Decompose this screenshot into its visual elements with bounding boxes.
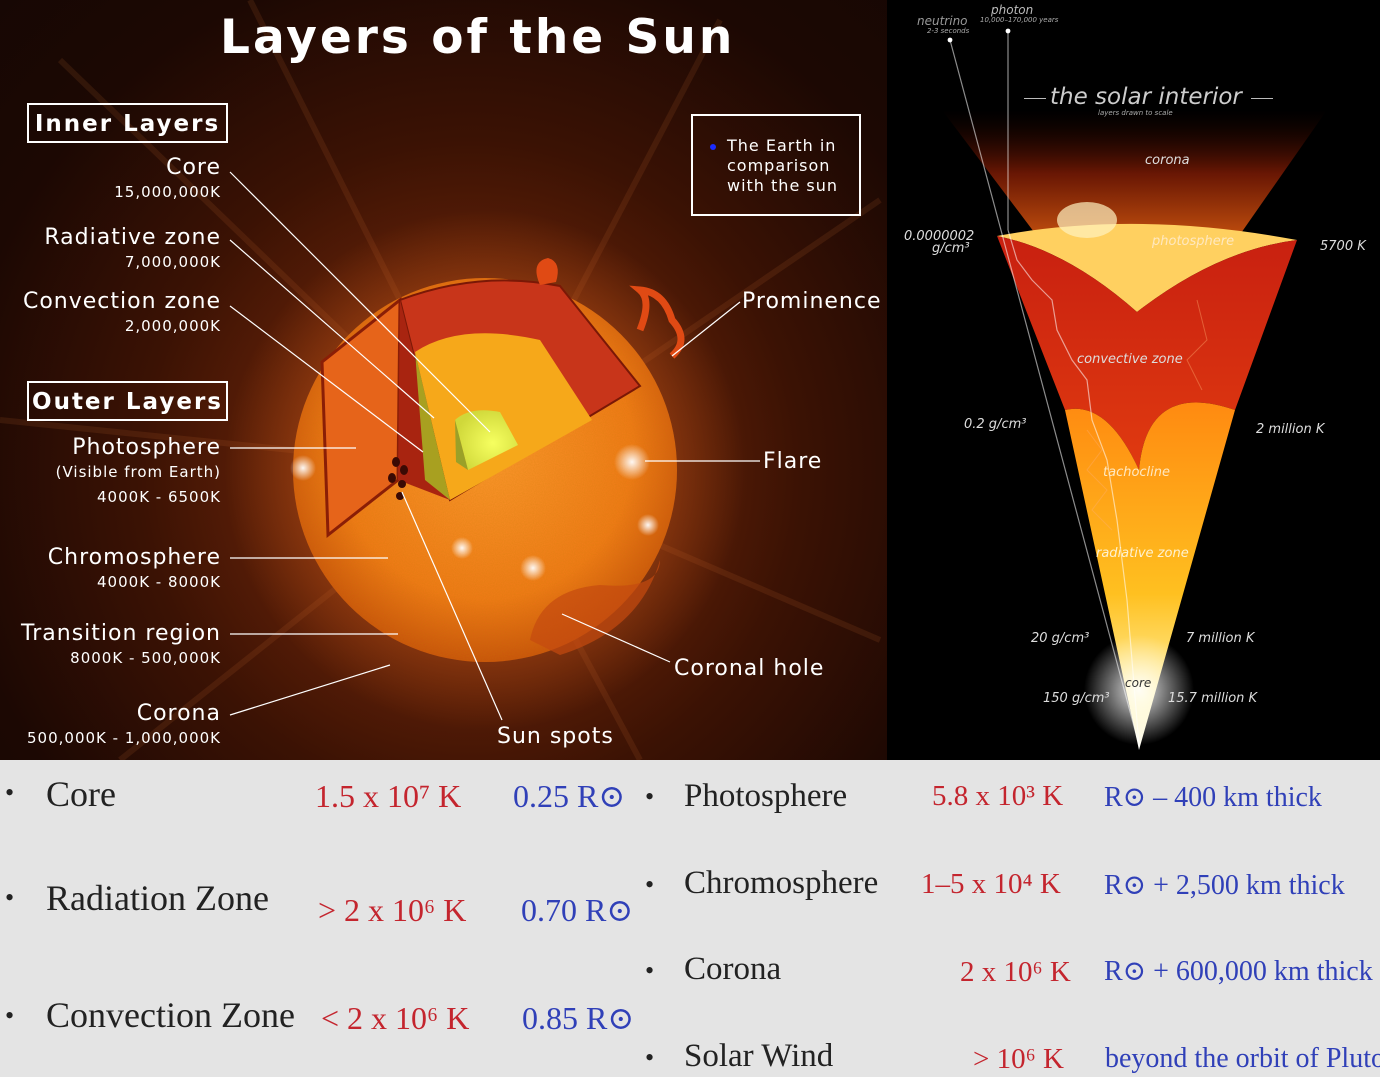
row-corona-name: Corona <box>684 951 782 987</box>
outer-layers-header: Outer Layers <box>27 381 228 421</box>
photosphere-label: Photosphere <box>72 435 221 460</box>
temp-surface: 5700 K <box>1320 239 1366 254</box>
row-chromosphere-name: Chromosphere <box>684 865 879 901</box>
row-solar-wind-temp: > 10⁶ K <box>973 1043 1064 1075</box>
inner-layers-header: Inner Layers <box>27 103 228 143</box>
row-convection-name: Convection Zone <box>46 995 295 1035</box>
zone-tachocline: tachocline <box>1103 465 1171 480</box>
layers-diagram: Layers of the Sun Inner Layers Outer Lay… <box>0 0 887 760</box>
bullet: • <box>645 870 655 899</box>
bullet: • <box>5 778 15 807</box>
solar-interior-wedge <box>942 28 1327 750</box>
row-chromosphere-temp: 1–5 x 10⁴ K <box>921 868 1061 900</box>
row-solar-wind-extent: beyond the orbit of Pluto <box>1105 1043 1380 1074</box>
bullet: • <box>645 956 655 985</box>
prominence-label: Prominence <box>742 289 882 314</box>
earth-comparison-box: The Earth in comparison with the sun <box>691 114 861 216</box>
corona-label: Corona <box>136 701 221 726</box>
sun-spots-label: Sun spots <box>497 724 614 749</box>
core-temp: 15,000,000K <box>114 183 221 201</box>
radiative-zone-temp: 7,000,000K <box>124 253 221 271</box>
transition-region-temp: 8000K - 500,000K <box>70 649 221 667</box>
row-radiation-name: Radiation Zone <box>46 878 269 918</box>
bullet: • <box>645 1043 655 1072</box>
interior-title-rule-left <box>1024 98 1046 99</box>
convection-zone-temp: 2,000,000K <box>124 317 221 335</box>
neutrino-label: neutrino <box>917 14 968 28</box>
interior-title-rule-right <box>1251 98 1273 99</box>
zone-photosphere: photosphere <box>1152 234 1235 249</box>
prominence-loop <box>629 285 685 359</box>
chromosphere-temp: 4000K - 8000K <box>97 573 221 591</box>
bullet: • <box>5 1001 15 1030</box>
row-core-temp: 1.5 x 10⁷ K <box>315 778 462 814</box>
zone-corona: corona <box>1145 153 1190 168</box>
bullet: • <box>5 883 15 912</box>
zone-core: core <box>1125 676 1152 690</box>
photosphere-note: (Visible from Earth) <box>55 463 221 481</box>
earth-note: The Earth in comparison with the sun <box>727 136 838 195</box>
density-mid: 0.2 g/cm³ <box>964 417 1027 432</box>
row-radiation-radius: 0.70 R⊙ <box>521 892 634 928</box>
row-chromosphere-extent: R⊙ + 2,500 km thick <box>1104 870 1345 901</box>
row-core-radius: 0.25 R⊙ <box>513 778 626 814</box>
bullet: • <box>645 782 655 811</box>
density-core: 150 g/cm³ <box>1043 691 1110 706</box>
sunspots <box>388 457 408 500</box>
row-convection-temp: < 2 x 10⁶ K <box>321 1000 470 1036</box>
density-surface-b: g/cm³ <box>932 241 970 256</box>
coronal-hole-label: Coronal hole <box>674 656 825 681</box>
row-corona-extent: R⊙ + 600,000 km thick <box>1104 956 1373 987</box>
temp-deep: 7 million K <box>1186 631 1255 646</box>
layer-properties-table: • Core 1.5 x 10⁷ K 0.25 R⊙ • Radiation Z… <box>0 760 1380 1077</box>
density-deep: 20 g/cm³ <box>1031 631 1090 646</box>
row-convection-radius: 0.85 R⊙ <box>522 1000 635 1036</box>
corona-temp: 500,000K - 1,000,000K <box>27 729 221 747</box>
row-core-name: Core <box>46 774 116 814</box>
temp-core: 15.7 million K <box>1168 691 1258 706</box>
convection-zone-label: Convection zone <box>22 289 221 314</box>
row-photosphere-name: Photosphere <box>684 778 848 814</box>
photon-label: photon <box>991 3 1034 17</box>
density-surface-a: 0.0000002 <box>904 229 975 244</box>
neutrino-time: 2-3 seconds <box>927 27 970 35</box>
zone-convective: convective zone <box>1077 352 1183 367</box>
sun-illustration <box>0 0 882 760</box>
zone-radiative: radiative zone <box>1096 546 1189 561</box>
flare-label: Flare <box>763 449 823 474</box>
interior-subtitle: layers drawn to scale <box>1098 109 1173 117</box>
row-corona-temp: 2 x 10⁶ K <box>960 956 1071 988</box>
solar-interior-diagram: neutrino 2-3 seconds photon 10,000–170,0… <box>887 0 1380 760</box>
row-solar-wind-name: Solar Wind <box>684 1038 834 1074</box>
radiative-zone-label: Radiative zone <box>44 225 221 250</box>
row-photosphere-extent: R⊙ – 400 km thick <box>1104 782 1322 813</box>
transition-region-label: Transition region <box>21 621 221 646</box>
photon-time: 10,000–170,000 years <box>980 16 1059 24</box>
row-photosphere-temp: 5.8 x 10³ K <box>932 780 1064 812</box>
core-label: Core <box>166 155 221 180</box>
diagram-title: Layers of the Sun <box>220 10 736 65</box>
temp-mid: 2 million K <box>1256 422 1325 437</box>
photosphere-temp: 4000K - 6500K <box>97 488 221 506</box>
earth-dot <box>710 144 716 150</box>
chromosphere-label: Chromosphere <box>47 545 221 570</box>
core-layer <box>455 410 518 470</box>
interior-title: the solar interior <box>1050 84 1242 110</box>
row-radiation-temp: > 2 x 10⁶ K <box>318 892 467 928</box>
